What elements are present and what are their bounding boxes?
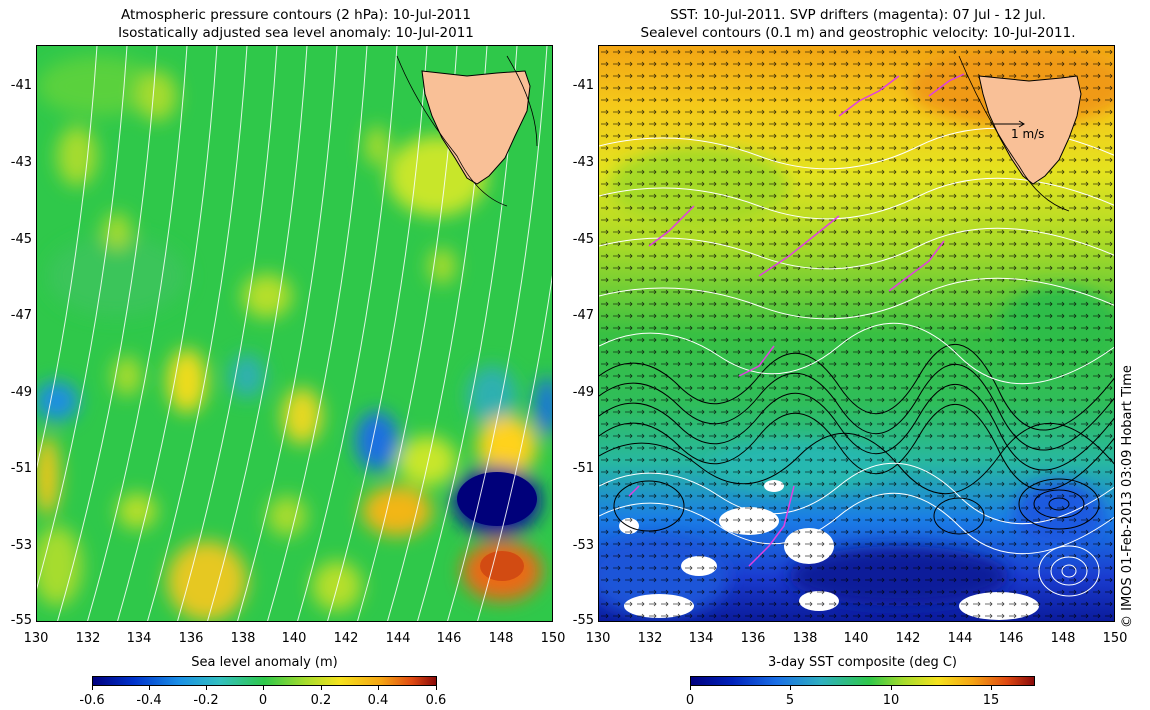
tick-mark [991,686,992,690]
left-title-line2: Isostatically adjusted sea level anomaly… [118,25,474,41]
lon-label: 138 [792,631,818,646]
tick-mark [92,686,93,690]
colorbar-tick-label: 15 [982,693,1000,708]
colorbar-tick-label: 0.6 [425,693,447,708]
lat-label: -41 [10,78,32,93]
right-title-line2: Sealevel contours (0.1 m) and geostrophi… [640,25,1076,41]
velocity-scale-label: 1 m/s [1011,127,1044,141]
lon-label: 148 [488,631,514,646]
tick-mark [378,686,379,690]
tick-mark [790,686,791,690]
shelf-contour [396,55,508,207]
lon-label: 130 [585,631,611,646]
left-colorbar-title: Sea level anomaly (m) [191,655,338,670]
lon-label: 142 [333,631,359,646]
colorbar-tick-label: 0.2 [310,693,332,708]
lon-label: 136 [740,631,766,646]
velocity-scale-arrow [994,120,1025,128]
tick-mark [206,686,207,690]
colorbar-tick-label: 0 [685,693,695,708]
lat-label: -47 [572,308,594,323]
lat-label: -45 [572,232,594,247]
shelf-contour-sst [958,55,1070,212]
tick-mark [321,686,322,690]
sst-map-svg: 1 m/s [599,46,1114,621]
lat-label: -51 [572,461,594,476]
lon-label: 150 [540,631,566,646]
lon-label: 132 [637,631,663,646]
lat-label: -43 [10,155,32,170]
tick-mark [149,686,150,690]
sla-map-svg [37,46,552,621]
lat-label: -55 [572,613,594,628]
sea-level-anomaly-map[interactable] [36,45,553,622]
lon-label: 144 [947,631,973,646]
right-colorbar [690,676,1035,686]
lat-label: -41 [572,78,594,93]
lat-label: -47 [10,308,32,323]
lon-label: 138 [230,631,256,646]
lon-label: 130 [23,631,49,646]
lat-label: -53 [10,538,32,553]
lat-label: -49 [10,385,32,400]
lat-label: -43 [572,155,594,170]
lon-label: 140 [843,631,869,646]
lat-label: -45 [10,232,32,247]
shelf-contour-east [506,55,538,147]
sla-high-core [480,551,524,581]
tasmania-landmass [421,70,531,185]
tick-mark [891,686,892,690]
svp-drifters [628,73,965,567]
lon-label: 146 [436,631,462,646]
lon-label: 134 [126,631,152,646]
tick-mark [436,686,437,690]
colorbar-tick-label: 10 [882,693,900,708]
lon-label: 144 [385,631,411,646]
lon-label: 142 [895,631,921,646]
colorbar-tick-label: 0.4 [367,693,389,708]
sla-low-core [457,472,537,526]
tick-mark [263,686,264,690]
left-title-line1: Atmospheric pressure contours (2 hPa): 1… [121,7,471,23]
colorbar-tick-label: 5 [785,693,795,708]
sst-map[interactable]: 1 m/s [598,45,1115,622]
lon-label: 134 [688,631,714,646]
colorbar-tick-label: 0 [258,693,268,708]
lat-label: -53 [572,538,594,553]
colorbar-tick-label: -0.2 [193,693,219,708]
sealevel-contours [599,127,1114,555]
lat-label: -51 [10,461,32,476]
right-title-line1: SST: 10-Jul-2011. SVP drifters (magenta)… [670,7,1046,23]
lat-label: -49 [572,385,594,400]
tick-mark [690,686,691,690]
imos-credit: © IMOS 01-Feb-2013 03:09 Hobart Time [1120,365,1135,628]
lon-label: 140 [281,631,307,646]
lon-label: 146 [998,631,1024,646]
lon-label: 150 [1102,631,1128,646]
left-colorbar [92,676,437,686]
lat-label: -55 [10,613,32,628]
colorbar-tick-label: -0.6 [79,693,105,708]
lon-label: 148 [1050,631,1076,646]
lon-label: 136 [178,631,204,646]
lon-label: 132 [75,631,101,646]
eddies [613,478,1100,597]
right-colorbar-title: 3-day SST composite (deg C) [767,655,958,670]
tasmania-landmass-sst [978,75,1082,185]
colorbar-tick-label: -0.4 [136,693,162,708]
